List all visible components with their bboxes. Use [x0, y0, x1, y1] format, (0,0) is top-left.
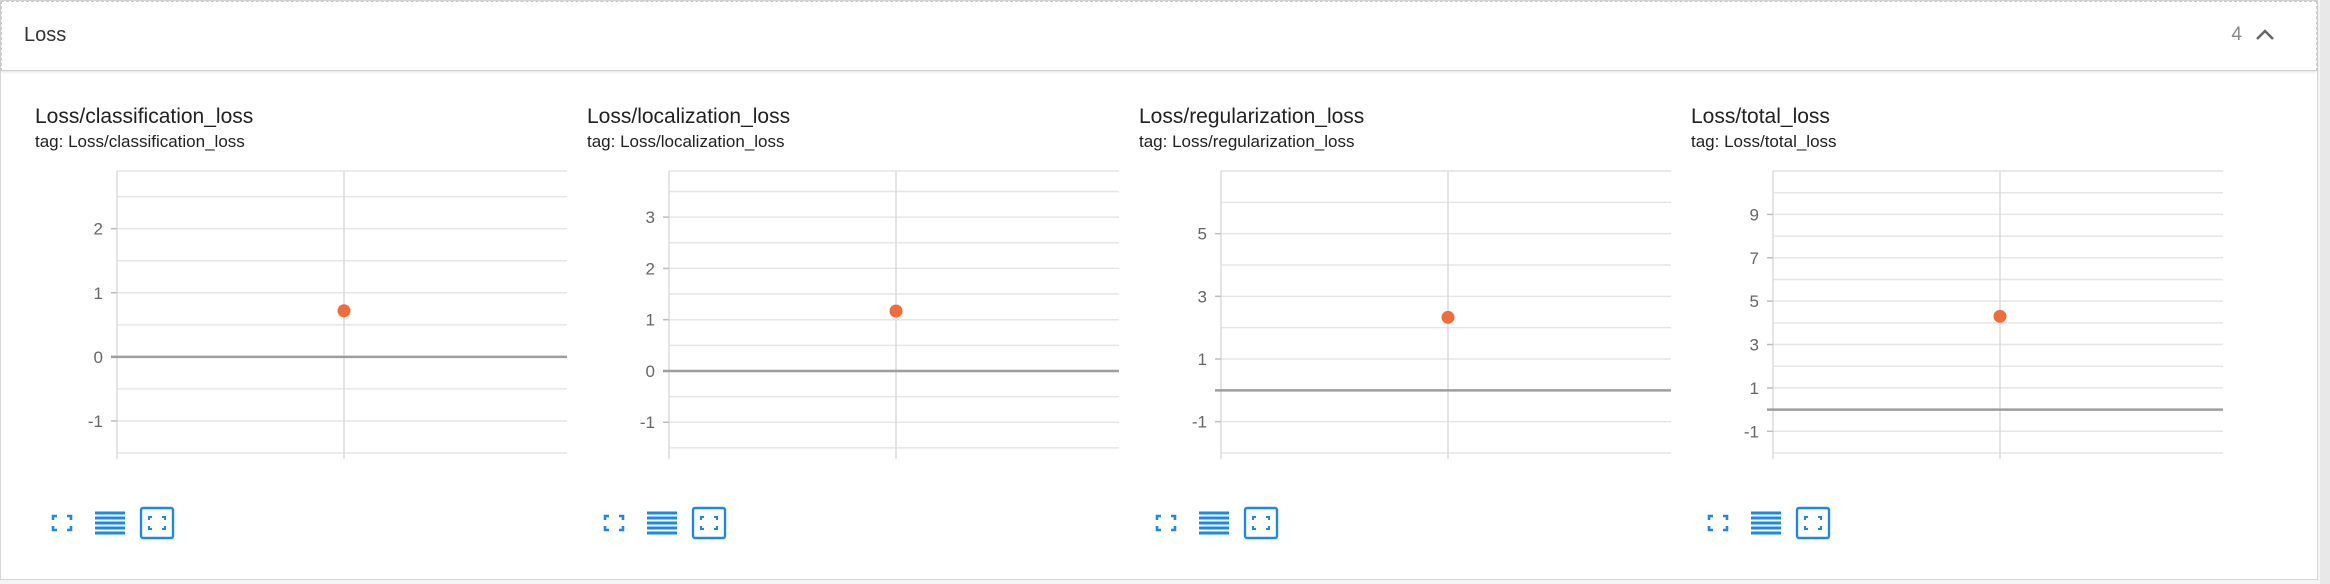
- fullscreen-icon[interactable]: [1151, 506, 1187, 540]
- fit-domain-icon[interactable]: [1795, 506, 1831, 540]
- chart-plot[interactable]: -1 0 1 2 3: [587, 165, 1127, 465]
- y-tick-label: 0: [646, 362, 655, 381]
- y-tick-label: 9: [1750, 205, 1759, 224]
- y-tick-label: -1: [640, 413, 655, 432]
- scalar-card-localization-loss: Loss/localization_loss tag: Loss/localiz…: [587, 101, 1127, 551]
- card-title: Loss/total_loss: [1691, 105, 1830, 128]
- card-tag: tag: Loss/localization_loss: [587, 132, 785, 151]
- y-tick-label: -1: [88, 412, 103, 431]
- section-title: Loss: [24, 24, 67, 46]
- y-tick-label: 3: [1750, 336, 1759, 355]
- y-tick-label: 1: [1750, 379, 1759, 398]
- chart-plot[interactable]: -1 0 1 2: [35, 165, 575, 465]
- y-tick-label: -1: [1192, 413, 1207, 432]
- data-point: [337, 304, 351, 318]
- card-tag: tag: Loss/total_loss: [1691, 132, 1837, 151]
- scrollbar-track[interactable]: [2320, 0, 2330, 584]
- data-point: [1993, 309, 2007, 323]
- y-tick-label: 3: [1198, 287, 1207, 306]
- fit-domain-icon[interactable]: [691, 506, 727, 540]
- section-count: 4: [2231, 24, 2242, 45]
- card-title: Loss/regularization_loss: [1139, 105, 1365, 128]
- scalar-card-classification-loss: Loss/classification_loss tag: Loss/class…: [35, 101, 575, 551]
- card-tag: tag: Loss/classification_loss: [35, 132, 245, 151]
- y-tick-label: -1: [1744, 422, 1759, 441]
- lines-icon[interactable]: [93, 506, 129, 540]
- fit-domain-icon[interactable]: [1243, 506, 1279, 540]
- fit-domain-icon[interactable]: [139, 506, 175, 540]
- chart-plot[interactable]: -1 1 3 5 7 9: [1691, 165, 2231, 465]
- lines-icon[interactable]: [645, 506, 681, 540]
- lines-icon[interactable]: [1197, 506, 1233, 540]
- fullscreen-icon[interactable]: [47, 506, 83, 540]
- data-point: [1441, 310, 1455, 324]
- y-tick-label: 1: [646, 311, 655, 330]
- y-tick-label: 5: [1198, 225, 1207, 244]
- scalar-card-regularization-loss: Loss/regularization_loss tag: Loss/regul…: [1139, 101, 1679, 551]
- card-title: Loss/classification_loss: [35, 105, 254, 128]
- y-tick-label: 3: [646, 208, 655, 227]
- card-tag: tag: Loss/regularization_loss: [1139, 132, 1355, 151]
- y-tick-label: 2: [94, 220, 103, 239]
- fullscreen-icon[interactable]: [1703, 506, 1739, 540]
- y-tick-label: 5: [1750, 292, 1759, 311]
- y-tick-label: 0: [94, 348, 103, 367]
- card-title: Loss/localization_loss: [587, 105, 791, 128]
- data-point: [889, 304, 903, 318]
- y-tick-label: 1: [94, 284, 103, 303]
- y-tick-label: 2: [646, 259, 655, 278]
- scalar-card-total-loss: Loss/total_loss tag: Loss/total_loss -1 1…: [1691, 101, 2231, 551]
- section-header[interactable]: Loss 4: [1, 1, 2317, 71]
- chart-plot[interactable]: -1 1 3 5: [1139, 165, 1679, 465]
- y-tick-label: 7: [1750, 249, 1759, 268]
- chevron-up-icon[interactable]: [2250, 20, 2280, 50]
- fullscreen-icon[interactable]: [599, 506, 635, 540]
- y-tick-label: 1: [1198, 350, 1207, 369]
- lines-icon[interactable]: [1749, 506, 1785, 540]
